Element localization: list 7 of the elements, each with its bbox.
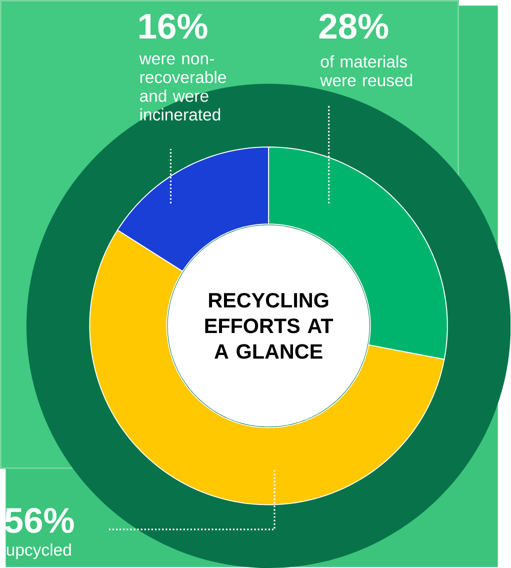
data-label: 56% xyxy=(5,508,74,533)
text: RECYCLING EFFORTS AT A GLANCE xyxy=(205,292,334,359)
data-label: 16% xyxy=(140,14,208,39)
data-label: 28% xyxy=(320,14,388,39)
slice-label: of materials were reused xyxy=(320,55,412,86)
slice-label: upcycled xyxy=(7,543,71,560)
slice-label: were non-recoverable and were incinerated xyxy=(139,55,226,121)
